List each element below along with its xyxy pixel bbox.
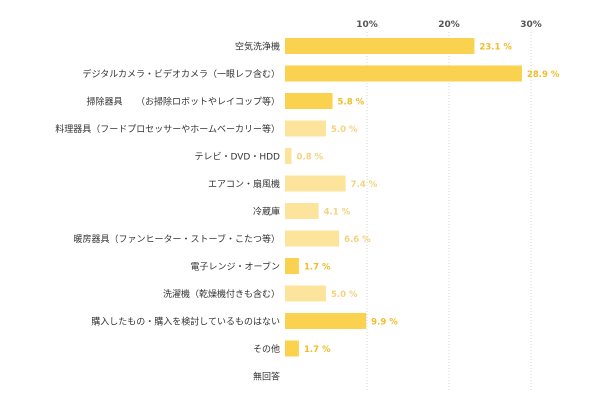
bar xyxy=(285,175,346,192)
data-label: 28.9 % xyxy=(527,70,560,80)
x-tick-label: 20% xyxy=(438,20,460,30)
data-label: 5.0 % xyxy=(331,290,358,300)
bar xyxy=(285,258,299,274)
x-tick-label: 10% xyxy=(356,20,378,30)
category-label: 暖房器具（ファンヒーター・ストーブ・こたつ等） xyxy=(74,233,280,245)
data-label: 9.9 % xyxy=(371,318,398,328)
data-label: 1.7 % xyxy=(304,263,331,273)
category-label: エアコン・扇風機 xyxy=(208,178,280,190)
bar xyxy=(285,203,319,219)
category-label: その他 xyxy=(253,343,280,355)
data-label: 0.8 % xyxy=(297,153,324,163)
data-label: 5.0 % xyxy=(331,125,358,135)
category-label: 冷蔵庫 xyxy=(253,206,280,218)
data-label: 1.7 % xyxy=(304,345,331,355)
bar xyxy=(285,313,367,329)
category-label: 購入したもの・購入を検討しているものはない xyxy=(91,316,280,328)
bar xyxy=(285,65,522,82)
category-label: 料理器具（フードプロセッサーやホームベーカリー等） xyxy=(55,123,280,135)
category-label: テレビ・DVD・HDD xyxy=(195,152,281,163)
category-label: デジタルカメラ・ビデオカメラ（一眼レフ含む） xyxy=(82,68,280,80)
data-label: 5.8 % xyxy=(338,98,365,108)
bar xyxy=(285,120,326,137)
category-label: 掃除器具 （お掃除ロボットやレイコップ等） xyxy=(86,96,280,108)
data-label: 7.4 % xyxy=(351,180,378,190)
bar xyxy=(285,148,292,164)
category-label: 電子レンジ・オーブン xyxy=(191,261,280,273)
bar xyxy=(285,93,333,109)
category-label: 洗濯機（乾燥機付きも含む） xyxy=(163,288,280,300)
bar xyxy=(285,38,475,54)
data-label: 6.6 % xyxy=(344,235,371,245)
bar xyxy=(285,285,326,302)
data-label: 23.1 % xyxy=(479,43,512,53)
category-label: 無回答 xyxy=(253,371,280,383)
data-label: 4.1 % xyxy=(324,208,351,218)
category-label: 空気洗浄機 xyxy=(235,41,280,53)
bar xyxy=(285,230,340,247)
bar xyxy=(285,340,299,357)
x-tick-label: 30% xyxy=(520,20,542,30)
